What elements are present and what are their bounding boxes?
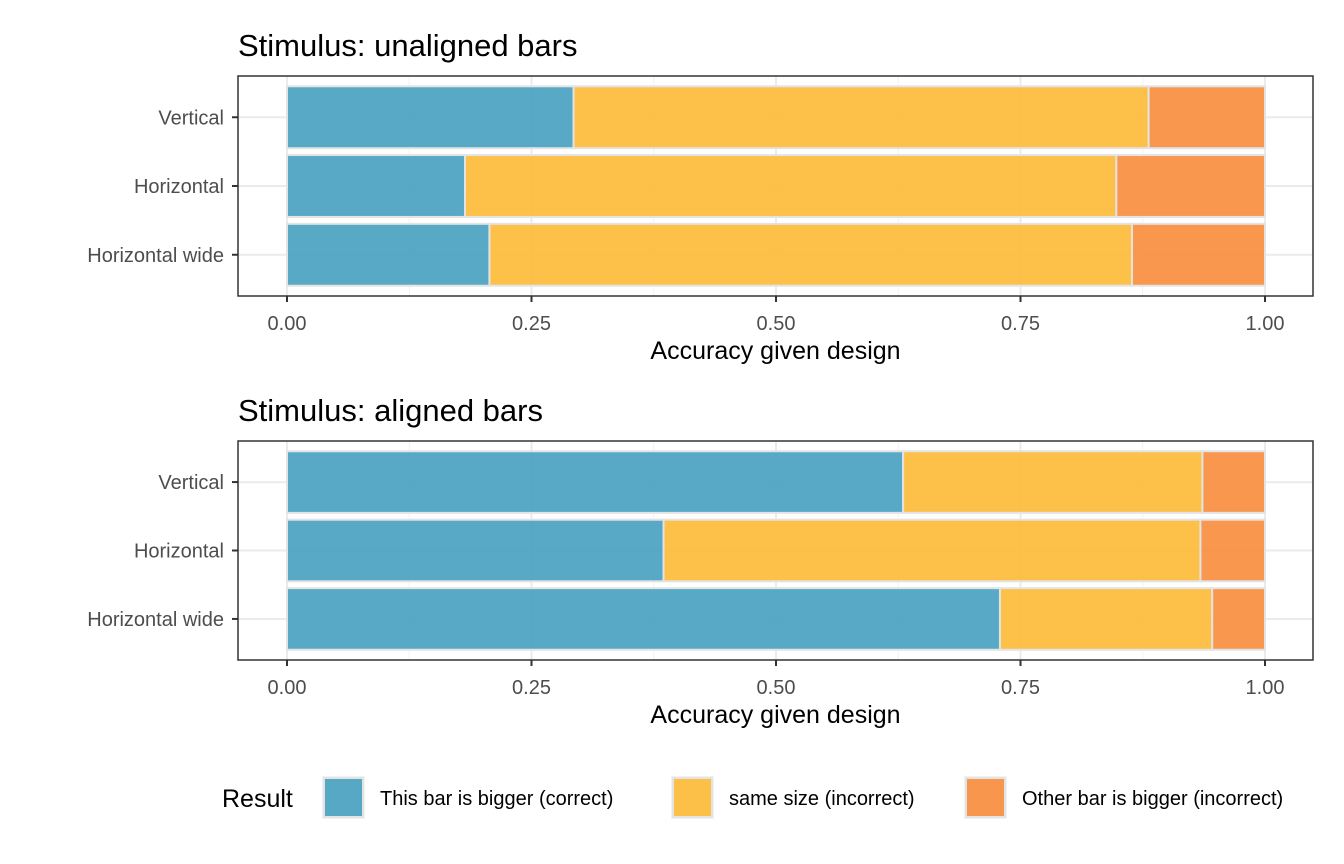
bar-vertical-this-bar-is-bigger-correct [286,85,575,150]
bar-horizontal-same-size-incorrect [463,154,1118,218]
bar-vertical-same-size-incorrect [572,85,1150,150]
legend-title: Result [222,785,293,813]
chart-title: Stimulus: unaligned bars [238,28,577,63]
bar-horizontal-this-bar-is-bigger-correct [286,518,665,583]
legend-swatch [965,777,1006,818]
bar-vertical-other-bar-is-bigger-incorrect [1201,450,1266,514]
bar-horizontal-wide-other-bar-is-bigger-incorrect [1211,587,1266,651]
bar-horizontal-wide-same-size-incorrect [998,587,1214,651]
x-tick-label: 0.00 [268,677,307,699]
y-tick-label: Horizontal wide [87,245,224,267]
x-tick-label: 0.25 [512,313,551,335]
x-tick-label: 0.50 [757,313,796,335]
legend-label: This bar is bigger (correct) [380,788,613,810]
x-axis-label: Accuracy given design [650,337,900,365]
x-tick-label: 1.00 [1246,313,1285,335]
x-tick-label: 0.75 [1001,313,1040,335]
legend: Result This bar is bigger (correct) same … [222,776,1283,819]
bar-vertical-same-size-incorrect [902,450,1204,514]
legend-item-other-bar-is-bigger-incorrect: Other bar is bigger (incorrect) [964,776,1283,819]
x-tick-label: 0.00 [268,313,307,335]
panel-aligned: Stimulus: aligned bars Vertical Horizontal… [87,393,1314,729]
x-tick-label: 0.50 [757,677,796,699]
legend-swatch [323,777,364,818]
panel-unaligned: Stimulus: unaligned bars Vertical Horizont… [87,28,1314,365]
bar-horizontal-wide-this-bar-is-bigger-correct [286,222,491,287]
legend-item-this-bar-is-bigger-correct: This bar is bigger (correct) [322,776,613,819]
bar-horizontal-same-size-incorrect [662,518,1202,583]
bar-horizontal-other-bar-is-bigger-incorrect [1115,154,1266,218]
legend-swatch [672,777,713,818]
bar-horizontal-other-bar-is-bigger-incorrect [1199,518,1267,583]
bar-horizontal-wide-this-bar-is-bigger-correct [286,587,1001,651]
bar-horizontal-wide-other-bar-is-bigger-incorrect [1130,222,1266,287]
y-tick-label: Vertical [158,107,224,129]
legend-label: Other bar is bigger (incorrect) [1022,788,1283,810]
x-tick-label: 1.00 [1246,677,1285,699]
y-tick-label: Horizontal [134,176,224,198]
y-tick-label: Vertical [158,472,224,494]
legend-item-same-size-incorrect: same size (incorrect) [671,776,915,819]
x-tick-label: 0.25 [512,677,551,699]
plot-border [237,440,1314,661]
y-tick-label: Horizontal wide [87,609,224,631]
x-tick-label: 0.75 [1001,677,1040,699]
x-axis-label: Accuracy given design [650,701,900,729]
chart-title: Stimulus: aligned bars [238,393,543,428]
bar-vertical-this-bar-is-bigger-correct [286,450,905,514]
bar-horizontal-wide-same-size-incorrect [488,222,1133,287]
bar-vertical-other-bar-is-bigger-incorrect [1147,85,1267,150]
y-tick-label: Horizontal [134,541,224,563]
bar-horizontal-this-bar-is-bigger-correct [286,154,466,218]
legend-label: same size (incorrect) [729,788,915,810]
plot-border [237,75,1314,297]
